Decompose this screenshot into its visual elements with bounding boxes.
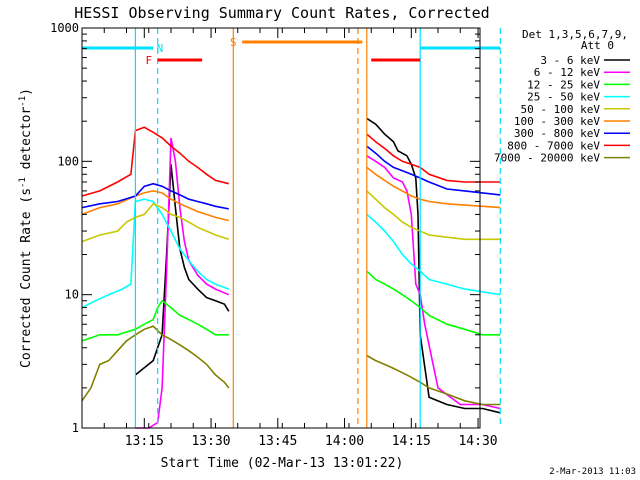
flag-bars: NF S (82, 36, 501, 67)
series-line-0-seg-1 (366, 117, 501, 414)
series-line-7-seg-1 (366, 133, 501, 183)
legend-label-5: 100 - 300 keV (514, 115, 600, 128)
series-line-4-seg-1 (366, 190, 501, 241)
series-line-8-seg-0 (81, 325, 230, 402)
series-line-7-seg-0 (81, 126, 229, 197)
series-line-3-seg-0 (81, 198, 230, 309)
series-line-1-seg-1 (366, 155, 501, 410)
legend-row-7: 800 - 7000 keV (507, 139, 630, 152)
series-line-8-seg-1 (366, 354, 501, 406)
plot-frame (81, 27, 481, 429)
legend-label-3: 25 - 50 keV (527, 91, 600, 104)
series-line-0-seg-0 (134, 164, 230, 376)
legend-label-7: 800 - 7000 keV (507, 139, 600, 152)
legend-row-0: 3 - 6 keV (540, 54, 630, 67)
series-line-5-seg-1 (366, 166, 501, 209)
series-line-2-seg-1 (366, 270, 501, 336)
legend-header-line2: Att 0 (581, 39, 614, 52)
legend-row-3: 25 - 50 keV (527, 91, 630, 104)
time-markers (134, 28, 501, 428)
legend-label-1: 6 - 12 keV (534, 66, 601, 79)
x-tick-label-3: 14:00 (325, 434, 364, 449)
series-line-3-seg-1 (366, 213, 501, 296)
y-tick-label-0: 1 (72, 421, 79, 435)
x-axis-label: Start Time (02-Mar-13 13:01:22) (161, 456, 404, 471)
x-tick-label-1: 13:30 (191, 434, 230, 449)
series-line-6-seg-1 (366, 145, 501, 196)
legend-row-8: 7000 - 20000 keV (494, 152, 630, 165)
series-line-2-seg-0 (81, 299, 229, 342)
y-axis-label: Corrected Count Rate (s-1 detector-1) (18, 88, 34, 368)
x-tick-label-5: 14:30 (458, 434, 497, 449)
series-line-4-seg-0 (81, 202, 230, 243)
legend-row-5: 100 - 300 keV (514, 115, 630, 128)
axes: 1 10 100 1000 13:15 13:30 13:45 14:00 14:15 14:30 (50, 21, 498, 449)
legend-label-8: 7000 - 20000 keV (494, 152, 600, 165)
legend-label-2: 12 - 25 keV (527, 78, 600, 91)
x-tick-label-2: 13:45 (258, 434, 297, 449)
series-layer (81, 117, 501, 429)
legend-label-6: 300 - 800 keV (514, 127, 600, 140)
y-tick-label-2: 100 (57, 154, 79, 168)
legend-row-4: 50 - 100 keV (521, 103, 630, 116)
legend-header-line1: Det 1,3,5,6,7,9, (522, 28, 628, 41)
legend-row-6: 300 - 800 keV (514, 127, 630, 140)
legend-row-1: 6 - 12 keV (534, 66, 630, 79)
series-line-6-seg-0 (81, 182, 229, 210)
legend-label-4: 50 - 100 keV (521, 103, 601, 116)
series-line-1-seg-0 (135, 137, 230, 429)
timestamp-stamp: 2-Mar-2013 11:03 (549, 467, 636, 477)
legend-label-0: 3 - 6 keV (540, 54, 600, 67)
chart-title: HESSI Observing Summary Count Rates, Cor… (74, 4, 489, 22)
legend-row-2: 12 - 25 keV (527, 78, 630, 91)
y-tick-label-1: 10 (65, 288, 79, 302)
flag-label-N: N (157, 42, 164, 55)
flag-label-S: S (230, 36, 237, 49)
x-tick-label-0: 13:15 (125, 434, 164, 449)
x-tick-label-4: 14:15 (392, 434, 431, 449)
flag-label-F: F (145, 54, 152, 67)
series-line-5-seg-0 (81, 190, 229, 222)
y-tick-label-3: 1000 (50, 21, 79, 35)
